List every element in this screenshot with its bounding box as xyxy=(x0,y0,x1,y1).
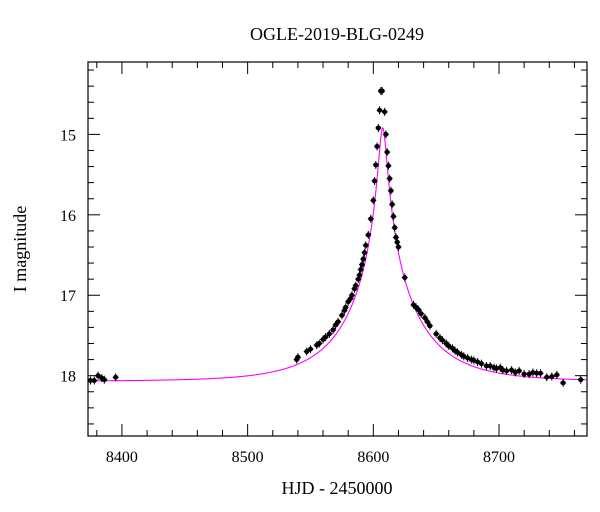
x-tick-label: 8400 xyxy=(106,449,138,466)
data-point xyxy=(370,196,377,205)
data-point xyxy=(454,348,461,357)
y-tick-label: 16 xyxy=(60,208,76,225)
data-point xyxy=(389,200,396,209)
data-point xyxy=(294,353,301,362)
data-point xyxy=(387,186,394,195)
data-point xyxy=(415,305,422,314)
data-point xyxy=(101,375,108,384)
axis-tick-labels: 8400 8500 8600 8700 15 16 17 18 xyxy=(60,127,515,466)
data-point xyxy=(560,378,567,387)
plot-frame xyxy=(87,61,588,437)
data-point xyxy=(303,347,310,356)
data-point xyxy=(91,376,98,385)
model-curve xyxy=(87,126,588,382)
x-axis-label: HJD - 2450000 xyxy=(282,478,393,498)
data-point xyxy=(433,329,440,338)
x-tick-label: 8600 xyxy=(357,449,389,466)
data-point xyxy=(391,223,398,232)
data-point xyxy=(342,303,349,312)
data-point xyxy=(381,107,388,116)
data-point xyxy=(426,321,433,330)
data-point xyxy=(316,339,323,348)
data-point xyxy=(338,311,345,320)
data-point xyxy=(439,336,446,345)
data-point xyxy=(375,123,382,132)
data-point xyxy=(365,230,372,239)
data-point xyxy=(508,366,515,375)
axis-ticks xyxy=(88,62,587,436)
data-point xyxy=(421,313,428,322)
data-point xyxy=(367,214,374,223)
chart-title: OGLE-2019-BLG-0249 xyxy=(250,24,424,44)
data-points-layer xyxy=(87,86,584,387)
y-tick-label: 18 xyxy=(60,369,76,386)
data-point xyxy=(95,371,102,380)
data-point xyxy=(372,160,379,169)
data-point xyxy=(382,130,389,139)
data-point xyxy=(379,86,386,95)
data-point xyxy=(390,212,397,221)
data-point xyxy=(335,317,342,326)
data-point xyxy=(385,161,392,170)
data-point xyxy=(503,366,510,375)
data-point xyxy=(322,333,329,342)
y-axis-label: I magnitude xyxy=(10,206,30,292)
data-point xyxy=(521,370,528,379)
data-point xyxy=(401,273,408,282)
data-point xyxy=(361,248,368,257)
data-point xyxy=(384,148,391,157)
data-point xyxy=(548,372,555,381)
data-point xyxy=(348,291,355,300)
data-point xyxy=(543,373,550,382)
y-tick-label: 17 xyxy=(60,288,76,305)
data-point xyxy=(356,271,363,280)
data-point xyxy=(362,241,369,250)
data-point xyxy=(386,174,393,183)
data-point xyxy=(307,345,314,354)
data-point xyxy=(352,281,359,290)
data-point xyxy=(537,369,544,378)
model-curve-layer xyxy=(87,126,588,382)
data-point xyxy=(359,260,366,269)
data-point xyxy=(376,106,383,115)
data-point xyxy=(330,325,337,334)
data-point xyxy=(326,329,333,338)
data-point xyxy=(112,373,119,382)
x-tick-label: 8700 xyxy=(483,449,515,466)
data-point xyxy=(360,255,367,264)
data-point xyxy=(445,341,452,350)
data-point xyxy=(374,142,381,151)
data-point xyxy=(371,177,378,186)
x-tick-label: 8500 xyxy=(232,449,264,466)
data-point xyxy=(478,359,485,368)
data-point xyxy=(395,242,402,251)
data-point xyxy=(577,375,584,384)
y-tick-label: 15 xyxy=(60,127,76,144)
data-point xyxy=(424,317,431,326)
data-point xyxy=(418,309,425,318)
data-point xyxy=(516,366,523,375)
data-point xyxy=(553,370,560,379)
